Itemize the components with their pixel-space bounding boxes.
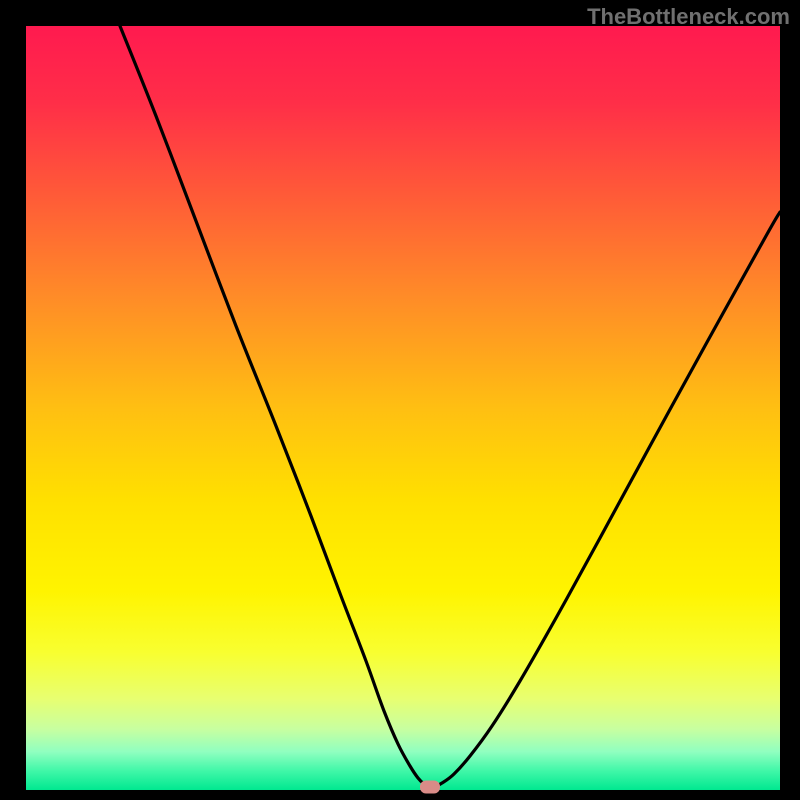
bottleneck-curve xyxy=(26,26,780,790)
plot-area xyxy=(26,26,780,790)
chart-container: TheBottleneck.com xyxy=(0,0,800,800)
minimum-marker xyxy=(420,781,440,794)
watermark-text: TheBottleneck.com xyxy=(587,4,790,30)
